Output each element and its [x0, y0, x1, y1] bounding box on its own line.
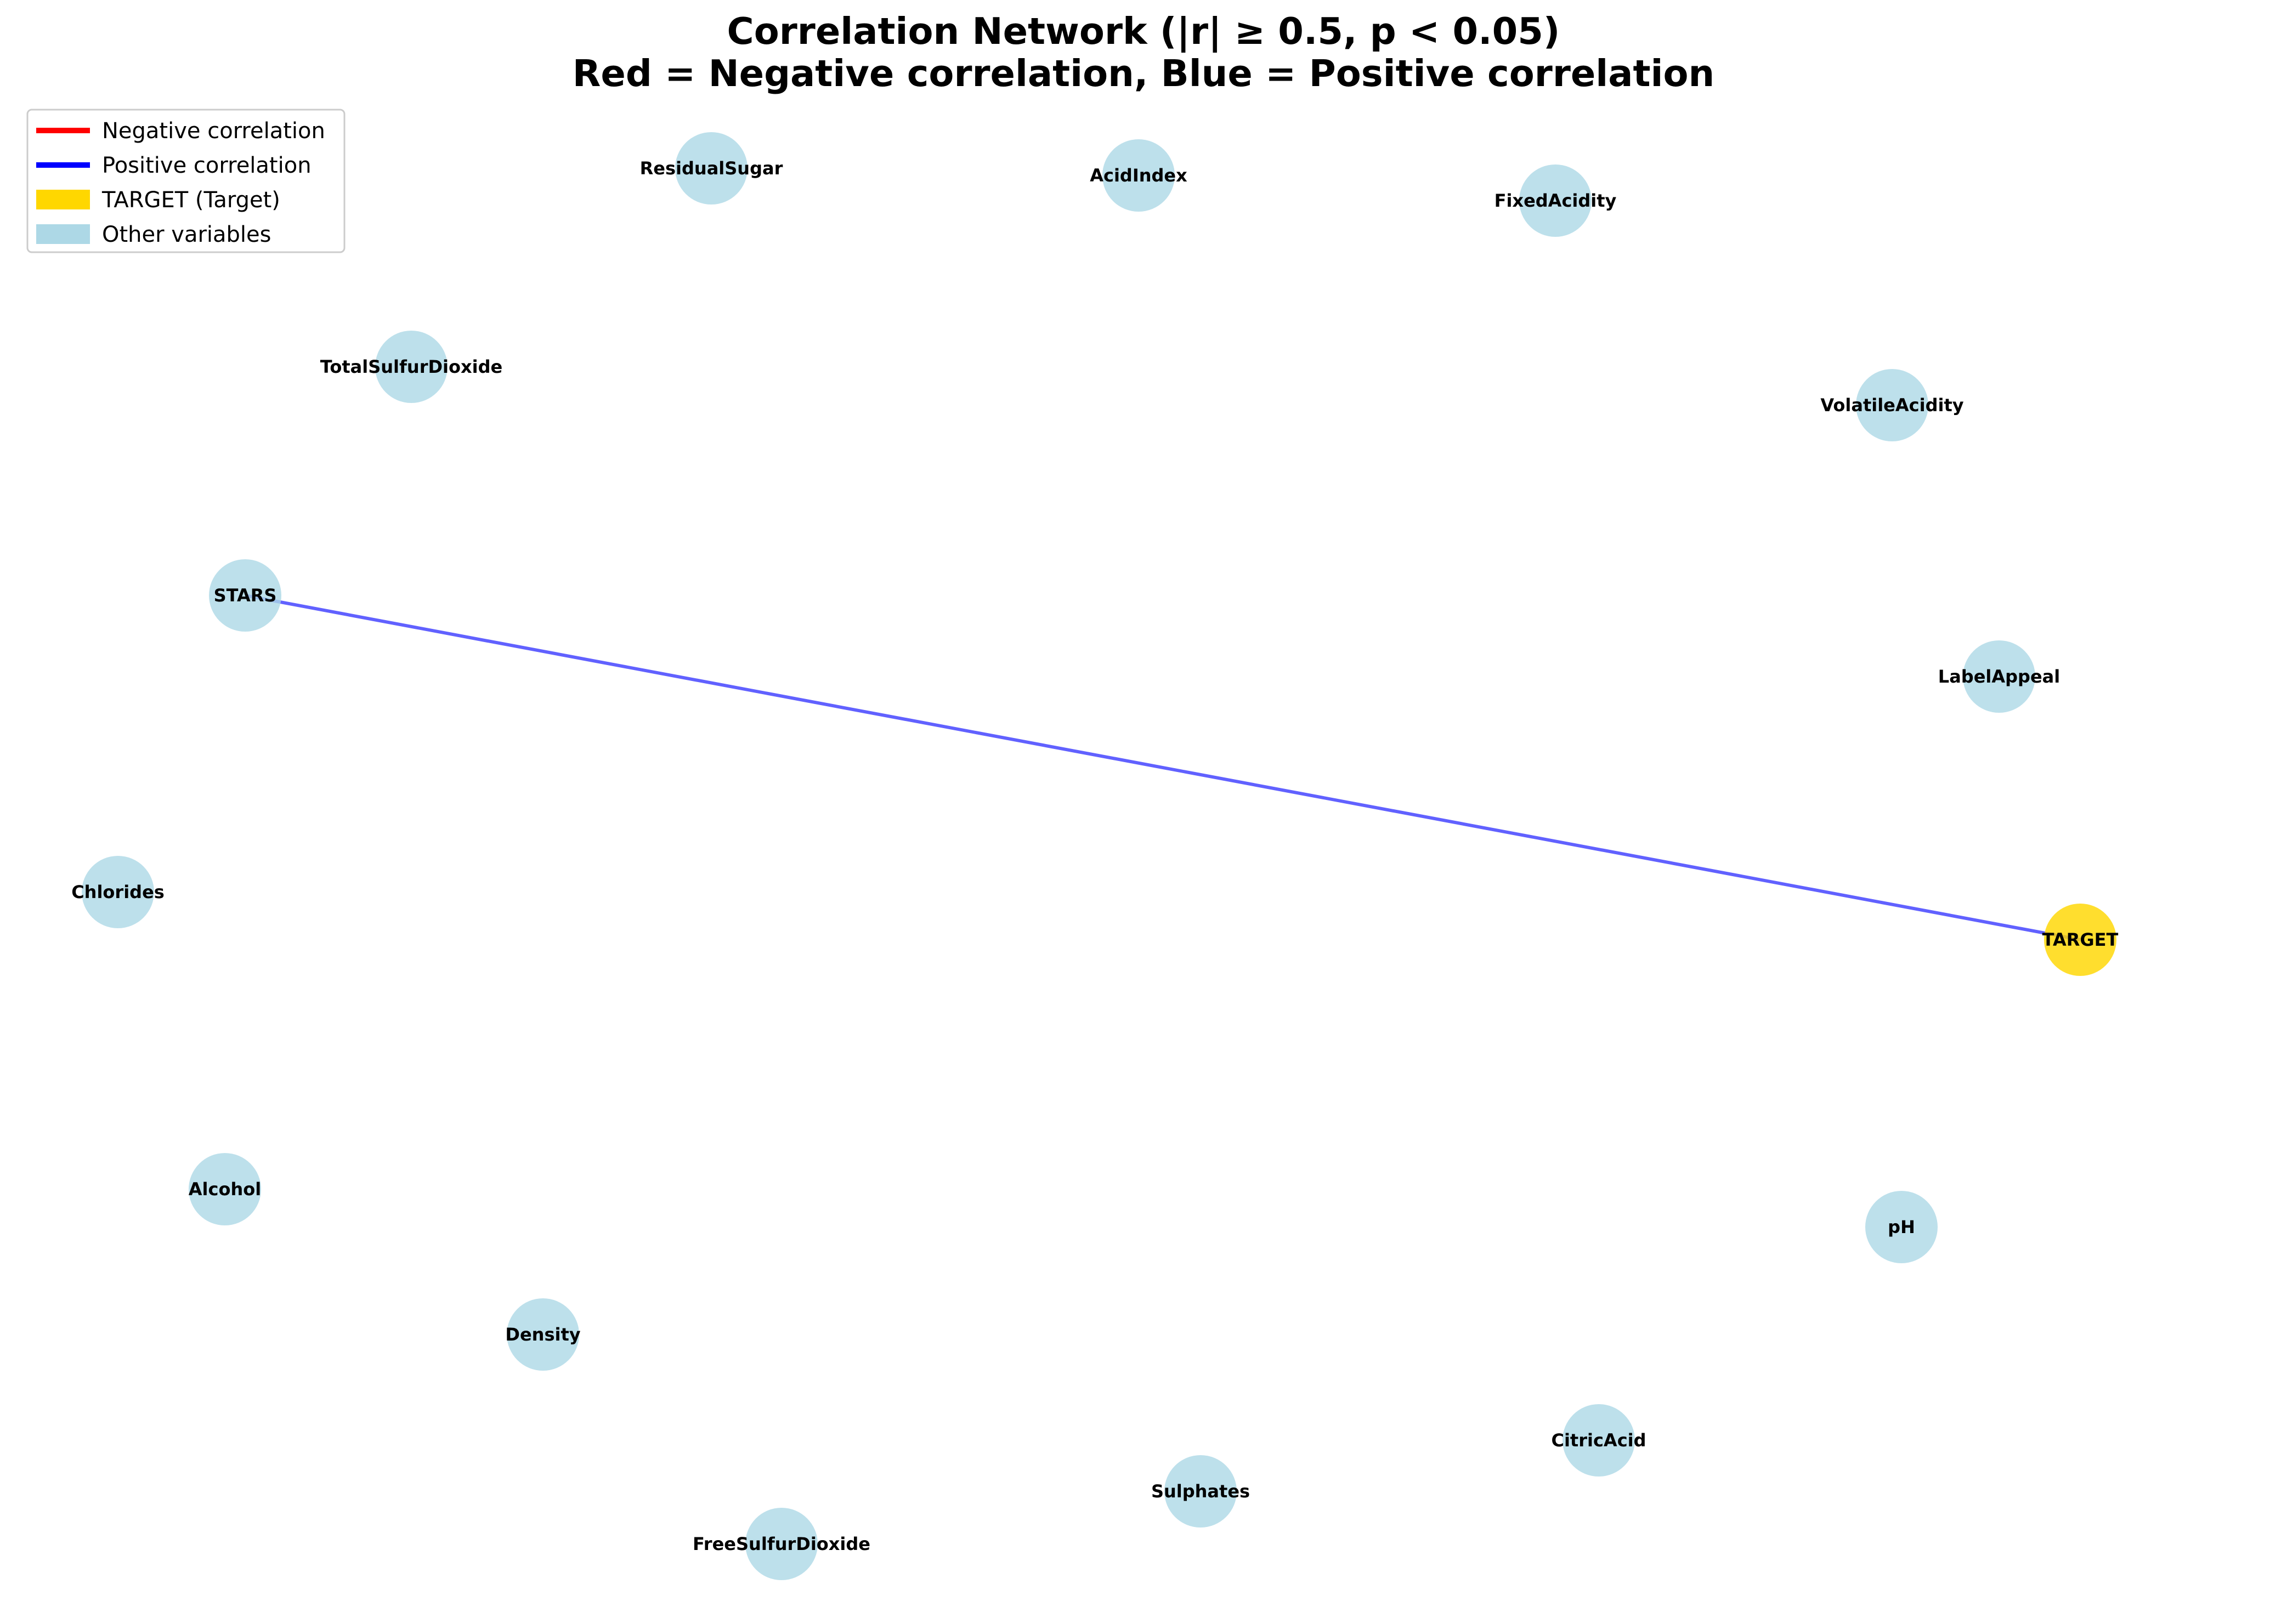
node-label-label-appeal: LabelAppeal: [1938, 666, 2060, 687]
node-volatile-acidity: VolatileAcidity: [1820, 369, 1964, 441]
legend-frame: [26, 109, 346, 253]
node-label-stars: STARS: [214, 585, 277, 606]
node-circle-fixed-acidity: [1519, 164, 1592, 237]
node-chlorides: Chlorides: [71, 856, 165, 928]
node-label-citric-acid: CitricAcid: [1551, 1430, 1646, 1451]
legend-label: Negative correlation: [102, 118, 325, 144]
node-target: TARGET: [2042, 904, 2119, 976]
edges-layer: [245, 594, 2081, 941]
node-label-density: Density: [505, 1324, 580, 1345]
legend-item-other-variables: Other variables: [36, 222, 271, 247]
node-circle-chlorides: [82, 856, 154, 928]
legend-item-negative-correlation: Negative correlation: [36, 118, 325, 144]
node-label-free-sulfur-dioxide: FreeSulfurDioxide: [693, 1534, 870, 1554]
node-total-sulfur-dioxide: TotalSulfurDioxide: [320, 331, 502, 403]
node-label-chlorides: Chlorides: [71, 882, 165, 902]
node-circle-sulphates: [1164, 1455, 1237, 1528]
legend-label: Positive correlation: [102, 153, 312, 178]
edge-stars-target: [245, 594, 2081, 941]
legend-items: Negative correlation Positive correlation…: [36, 118, 325, 247]
legend-swatch-patch: [36, 190, 90, 209]
node-label-p-h: pH: [1888, 1217, 1915, 1237]
node-circle-label-appeal: [1963, 640, 2035, 713]
node-p-h: pH: [1865, 1191, 1938, 1263]
node-residual-sugar: ResidualSugar: [640, 132, 783, 205]
node-circle-stars: [209, 559, 281, 632]
node-free-sulfur-dioxide: FreeSulfurDioxide: [693, 1508, 870, 1580]
chart-title-line-1: Correlation Network (|r| ≥ 0.5, p < 0.05…: [727, 10, 1560, 53]
node-citric-acid: CitricAcid: [1551, 1404, 1646, 1477]
node-label-alcohol: Alcohol: [189, 1179, 261, 1200]
legend-swatch-patch: [36, 224, 90, 244]
node-circle-volatile-acidity: [1856, 369, 1928, 441]
legend-label: TARGET (Target): [101, 188, 280, 213]
legend-item-target-target: TARGET (Target): [36, 188, 280, 213]
node-circle-citric-acid: [1563, 1404, 1635, 1477]
legend-item-positive-correlation: Positive correlation: [36, 153, 312, 178]
node-circle-acid-index: [1102, 139, 1175, 212]
node-label-residual-sugar: ResidualSugar: [640, 158, 783, 179]
node-alcohol: Alcohol: [189, 1153, 261, 1225]
chart-title-line-2: Red = Negative correlation, Blue = Posit…: [573, 52, 1714, 95]
node-circle-free-sulfur-dioxide: [745, 1508, 818, 1580]
node-stars: STARS: [209, 559, 281, 632]
node-label-volatile-acidity: VolatileAcidity: [1820, 395, 1963, 416]
node-label-target: TARGET: [2042, 929, 2119, 950]
legend-label: Other variables: [102, 222, 271, 247]
node-circle-target: [2044, 904, 2116, 976]
node-circle-total-sulfur-dioxide: [375, 331, 448, 403]
node-fixed-acidity: FixedAcidity: [1495, 164, 1617, 237]
node-circle-alcohol: [189, 1153, 261, 1225]
node-circle-density: [507, 1298, 579, 1371]
node-label-fixed-acidity: FixedAcidity: [1495, 190, 1617, 211]
node-circle-p-h: [1865, 1191, 1938, 1263]
node-acid-index: AcidIndex: [1090, 139, 1187, 212]
node-circle-residual-sugar: [675, 132, 748, 205]
node-label-sulphates: Sulphates: [1151, 1481, 1250, 1502]
node-density: Density: [505, 1298, 581, 1371]
node-label-acid-index: AcidIndex: [1090, 165, 1187, 186]
node-label-total-sulfur-dioxide: TotalSulfurDioxide: [320, 356, 502, 377]
node-sulphates: Sulphates: [1151, 1455, 1250, 1528]
nodes-layer: ResidualSugar AcidIndex FixedAcidity TotalS…: [71, 132, 2119, 1580]
node-label-appeal: LabelAppeal: [1938, 640, 2060, 713]
legend: Negative correlation Positive correlation…: [26, 109, 346, 253]
